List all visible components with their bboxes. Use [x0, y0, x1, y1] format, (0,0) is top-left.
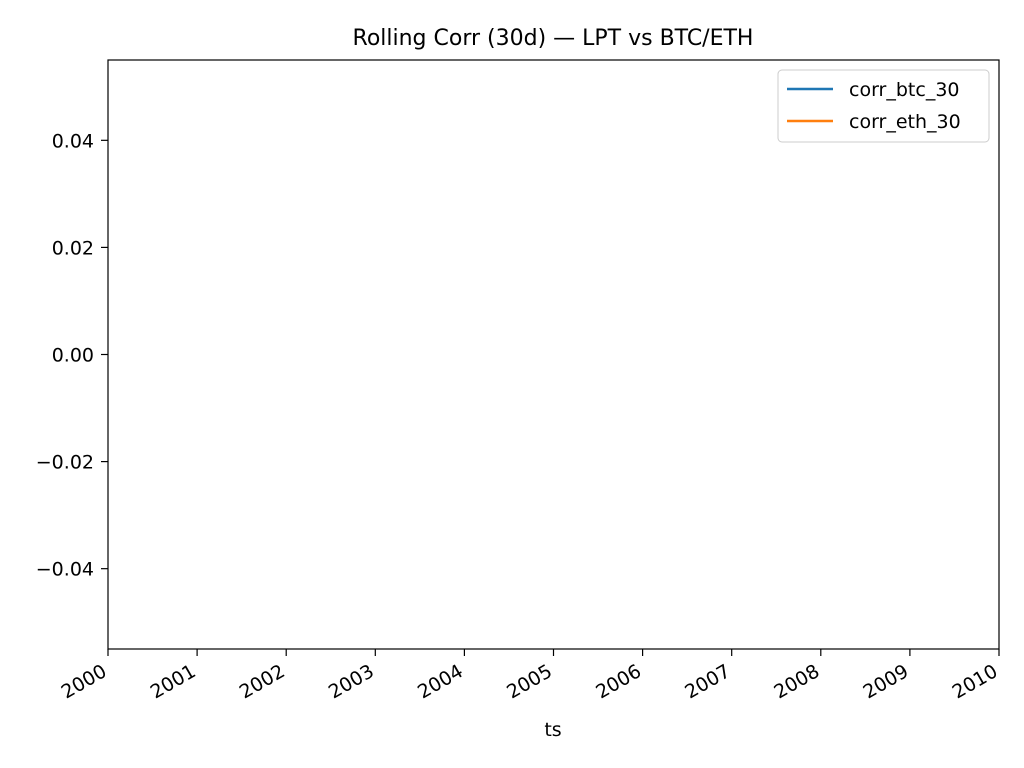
- legend-label: corr_eth_30: [849, 111, 961, 133]
- x-tick-label: 2005: [503, 660, 556, 703]
- legend-label: corr_btc_30: [849, 79, 960, 101]
- y-axis-ticks: −0.04 −0.02 0.00 0.02 0.04: [36, 130, 108, 581]
- legend: corr_btc_30 corr_eth_30: [777, 69, 990, 143]
- x-axis-label: ts: [544, 719, 561, 741]
- x-tick-label: 2001: [147, 660, 200, 703]
- y-tick-label: −0.02: [36, 452, 94, 474]
- y-tick-label: 0.02: [52, 237, 94, 259]
- y-tick-label: −0.04: [36, 559, 94, 581]
- chart-title: Rolling Corr (30d) — LPT vs BTC/ETH: [353, 26, 754, 51]
- x-tick-label: 2010: [949, 660, 1002, 703]
- plot-area: [108, 60, 999, 649]
- x-tick-label: 2009: [860, 660, 913, 703]
- plot-frame: [107, 59, 1000, 650]
- x-tick-label: 2003: [325, 660, 378, 703]
- y-tick-label: 0.04: [52, 130, 94, 152]
- x-tick-label: 2006: [592, 660, 645, 703]
- y-tick-label: 0.00: [52, 345, 94, 367]
- x-tick-label: 2002: [236, 660, 289, 703]
- x-tick-label: 2000: [58, 660, 111, 703]
- x-axis-ticks: 2000 2001 2002 2003 2004 2005 2006 2007 2008 2009…: [58, 649, 1002, 704]
- x-tick-label: 2008: [770, 660, 823, 703]
- x-tick-label: 2004: [414, 660, 467, 703]
- x-tick-label: 2007: [681, 660, 734, 703]
